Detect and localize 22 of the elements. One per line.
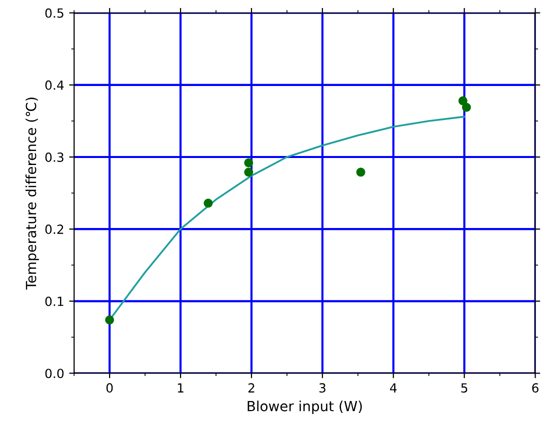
- x-axis-title: Blower input (W): [248, 400, 362, 414]
- y-tick-label: 0.4: [45, 80, 64, 90]
- point: [204, 198, 213, 208]
- y-tick-label: 0.0: [45, 368, 64, 378]
- x-tick-label: 0: [106, 383, 113, 393]
- x-tick-label: 6: [532, 383, 538, 393]
- y-tick-label: 0.2: [45, 224, 64, 234]
- point: [356, 168, 366, 177]
- point: [244, 168, 254, 177]
- y-tick-label: 0.5: [45, 8, 64, 18]
- x-tick-label: 1: [178, 383, 184, 392]
- y-tick-label: 0.3: [45, 152, 64, 162]
- y-tick-label: 0.1: [45, 296, 64, 306]
- x-tick-label: 2: [248, 383, 254, 392]
- point: [462, 102, 471, 112]
- y-axis-title: Temperature difference (℃): [26, 98, 39, 290]
- x-tick-label: 3: [319, 383, 326, 393]
- point: [105, 315, 114, 324]
- point: [458, 96, 468, 106]
- x-tick-label: 4: [390, 383, 397, 392]
- point: [244, 158, 254, 168]
- x-tick-label: 5: [461, 383, 468, 393]
